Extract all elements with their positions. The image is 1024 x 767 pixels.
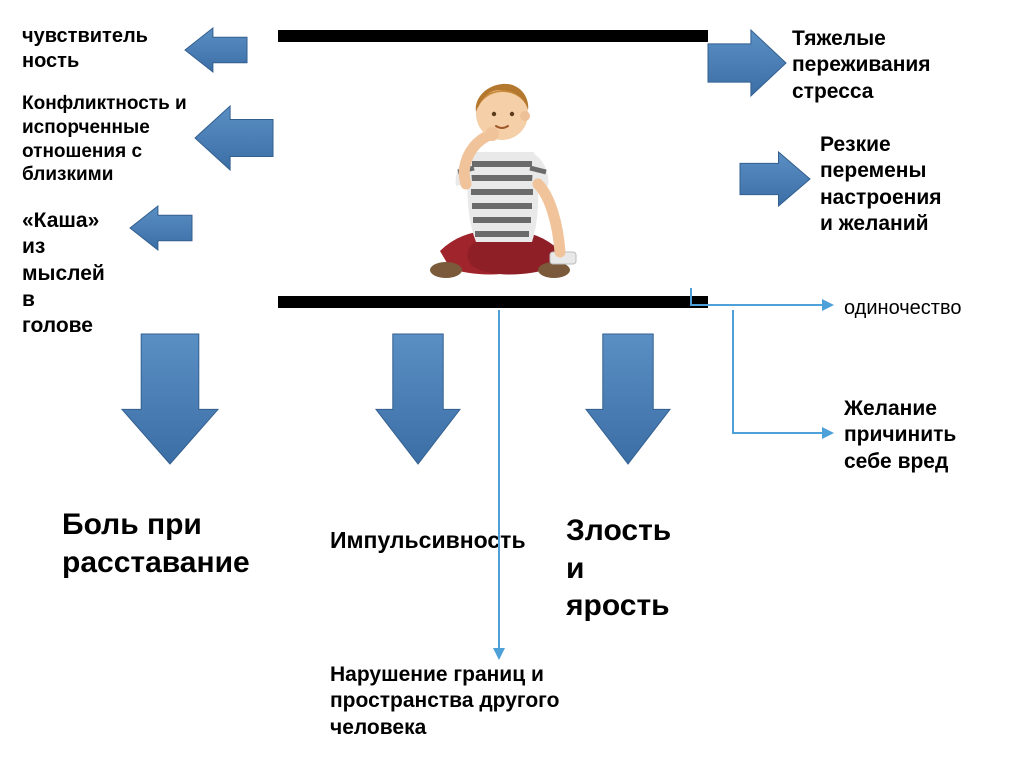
diagram-stage: { "colors": { "arrow_fill": "#3b6ea5", "… <box>0 0 1024 767</box>
top-bar <box>278 30 708 42</box>
arrow-anger-down <box>586 334 670 464</box>
thin-arrow-head <box>820 297 836 313</box>
label-lonely: одиночество <box>844 296 1024 321</box>
thin-arrow-head <box>491 646 507 662</box>
thin-arrow-head <box>820 425 836 441</box>
label-mood: Резкиепеременынастроенияи желаний <box>820 132 1020 237</box>
arrow-pain-down <box>122 334 218 464</box>
label-conflict: Конфликтность ииспорченныеотношения сбли… <box>22 92 222 187</box>
label-pain: Боль прирасставание <box>62 506 342 581</box>
person-illustration <box>400 56 600 286</box>
arrow-conflict <box>195 106 273 170</box>
thin-line-selfharm <box>732 432 828 434</box>
arrow-impulsive-down <box>376 334 460 464</box>
label-boundaries: Нарушение границ ипространства другогоче… <box>330 662 650 741</box>
arrow-sensitivity <box>185 28 247 72</box>
thin-line-selfharm <box>732 310 734 434</box>
arrow-kasha <box>130 206 192 250</box>
thin-line-lonely <box>690 304 828 306</box>
arrow-mood <box>740 152 810 206</box>
thin-line-boundaries <box>498 310 500 654</box>
label-sensitivity: чувствительность <box>22 24 182 74</box>
label-kasha: «Каша»измыслейвголове <box>22 208 142 339</box>
arrow-stress <box>708 30 786 96</box>
label-anger: Злостьиярость <box>566 512 766 625</box>
label-stress: Тяжелыепереживаниястресса <box>792 26 1012 105</box>
label-impulsive: Импульсивность <box>330 526 590 555</box>
bottom-bar <box>278 296 708 308</box>
label-selfharm: Желаниепричинитьсебе вред <box>844 396 1024 475</box>
